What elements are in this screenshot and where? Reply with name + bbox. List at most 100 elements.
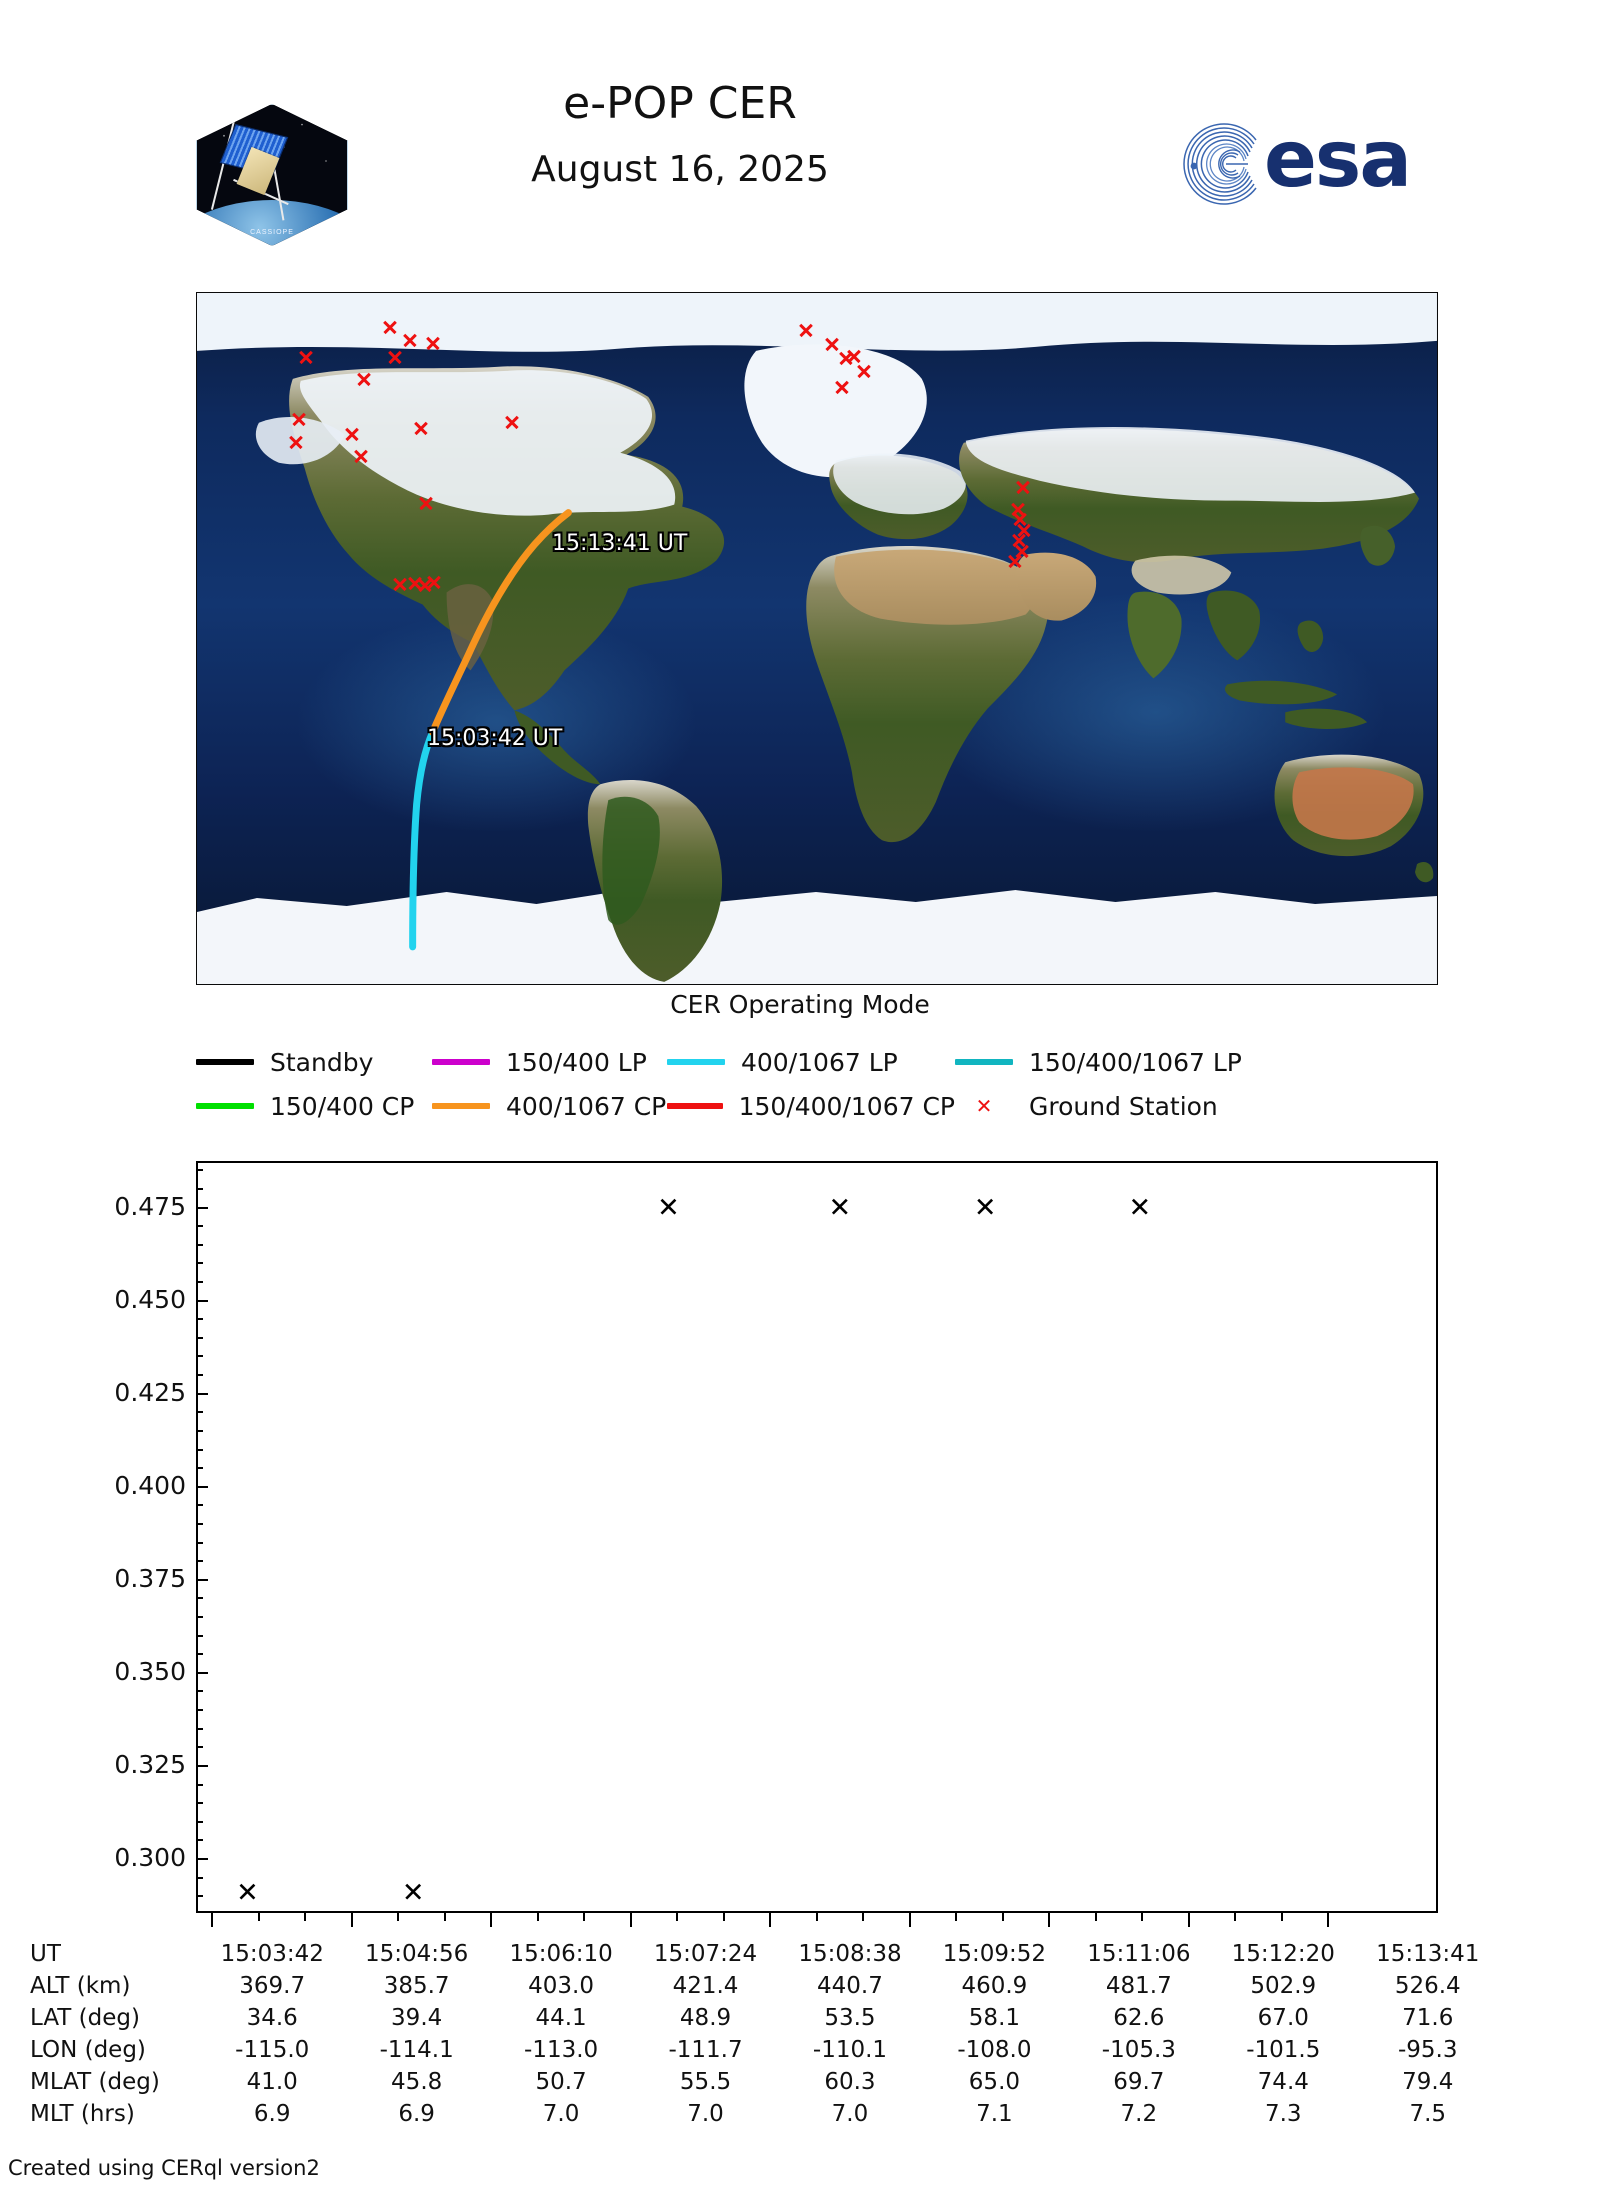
table-cell: 440.7: [817, 1973, 883, 1999]
table-row: ALT (km) 369.7 385.7 403.0 421.4 440.7 460.9 48…: [30, 1970, 1500, 2002]
table-cell: 15:04:56: [365, 1941, 469, 1967]
y-axis-minor-tick: [196, 1690, 203, 1693]
data-point-marker: ✕: [236, 1877, 259, 1909]
table-cell: 74.4: [1257, 2069, 1309, 2095]
y-axis-minor-tick: [196, 1746, 203, 1749]
table-cell: 58.1: [968, 2005, 1021, 2031]
table-cell: -110.1: [812, 2037, 888, 2063]
table-row-label: ALT (km): [30, 1973, 131, 1999]
y-axis-tick: [196, 1206, 208, 1209]
header: CASSIOPE e-POP CER August 16, 2025: [0, 0, 1600, 290]
table-cell: 15:07:24: [653, 1941, 758, 1967]
y-axis-tick-label: 0.350: [114, 1656, 186, 1686]
legend-label: 150/400/1067 CP: [738, 1091, 955, 1121]
x-axis-minor-tick: [1094, 1913, 1097, 1921]
table-cell: 460.9: [961, 1973, 1028, 1999]
legend-label: 400/1067 CP: [506, 1091, 667, 1121]
y-axis-minor-tick: [196, 1318, 203, 1321]
table-row-label: MLT (hrs): [30, 2101, 135, 2127]
table-cell: 55.5: [679, 2069, 732, 2095]
x-axis-tick: [908, 1913, 911, 1927]
data-point-marker: ✕: [828, 1192, 852, 1224]
y-axis-minor-tick: [196, 1820, 203, 1823]
y-axis-minor-tick: [196, 1169, 203, 1172]
table-cell: 502.9: [1250, 1973, 1317, 1999]
y-axis-minor-tick: [196, 1504, 203, 1507]
table-cell: 7.5: [1409, 2101, 1447, 2127]
y-axis-minor-tick: [196, 1187, 203, 1190]
cer-current-plot[interactable]: [196, 1161, 1438, 1913]
legend-item: ✕ Ground Station: [955, 1092, 1218, 1121]
table-cell: 71.6: [1402, 2005, 1454, 2031]
y-axis-minor-tick: [196, 1411, 203, 1414]
y-axis-tick: [196, 1858, 208, 1861]
y-axis-minor-tick: [196, 1522, 203, 1525]
y-axis-minor-tick: [196, 1374, 203, 1377]
y-axis-minor-tick: [196, 1355, 203, 1358]
table-cell: -114.1: [379, 2037, 454, 2063]
legend-item: 150/400 LP: [432, 1048, 667, 1077]
legend-color-swatch: [667, 1103, 723, 1109]
x-axis-minor-tick: [1280, 1913, 1283, 1921]
table-cell: 421.4: [672, 1973, 739, 1999]
x-axis-minor-tick: [955, 1913, 957, 1921]
table-cell: -111.7: [668, 2037, 743, 2063]
legend-label: 150/400/1067 LP: [1029, 1047, 1242, 1077]
y-axis-tick: [196, 1299, 208, 1302]
x-axis-minor-tick: [1001, 1913, 1004, 1921]
x-axis-minor-tick: [1234, 1913, 1236, 1921]
table-cell: 15:03:42: [220, 1941, 324, 1967]
table-cell: 48.9: [679, 2005, 732, 2031]
legend-item: 150/400/1067 CP: [667, 1092, 955, 1121]
x-axis-minor-tick: [862, 1913, 864, 1921]
y-axis-tick: [196, 1485, 208, 1488]
table-cell: -101.5: [1246, 2037, 1321, 2063]
y-axis-minor-tick: [196, 1280, 203, 1283]
cassiope-mission-logo: CASSIOPE: [196, 104, 348, 246]
y-axis-minor-tick: [196, 1243, 203, 1246]
data-point-marker: ✕: [973, 1192, 997, 1224]
page-title: e-POP CER: [563, 78, 797, 129]
x-axis-tick: [1327, 1913, 1329, 1927]
data-point-marker: ✕: [1128, 1192, 1152, 1224]
world-map-image: [197, 293, 1437, 984]
track-end-time-label: 15:13:41 UT: [552, 531, 688, 556]
table-cell: 62.6: [1113, 2005, 1165, 2031]
y-axis-tick-label: 0.475: [114, 1191, 186, 1221]
mission-logo-hexagon: CASSIOPE: [196, 104, 348, 246]
table-cell: 6.9: [398, 2101, 435, 2127]
x-axis-minor-tick: [536, 1913, 539, 1921]
table-cell: -108.0: [957, 2037, 1032, 2063]
x-axis-minor-tick: [1141, 1913, 1143, 1921]
y-axis-tick: [196, 1764, 208, 1767]
world-map-panel[interactable]: 15:13:41 UT 15:03:42 UT: [196, 292, 1438, 985]
table-cell: 15:13:41: [1376, 1941, 1480, 1967]
y-axis-minor-tick: [196, 1336, 203, 1339]
x-axis-tick: [350, 1913, 353, 1927]
x-axis-tick: [769, 1913, 771, 1927]
table-cell: 50.7: [535, 2069, 587, 2095]
table-row-label: MLAT (deg): [30, 2069, 160, 2095]
y-axis-tick-label: 0.375: [114, 1563, 186, 1593]
data-point-marker: ✕: [657, 1192, 680, 1224]
x-axis-minor-tick: [583, 1913, 585, 1921]
table-cell: 369.7: [239, 1973, 306, 1999]
y-axis-tick: [196, 1671, 208, 1674]
ground-station-legend-icon: ✕: [975, 1094, 993, 1118]
table-cell: 15:09:52: [942, 1941, 1047, 1967]
table-row: UT 15:03:42 15:04:56 15:06:10 15:07:24 15:08:…: [30, 1938, 1500, 1970]
title-block: e-POP CER August 16, 2025: [400, 82, 960, 188]
table-cell: 403.0: [528, 1973, 595, 1999]
esa-wordmark: esa: [1264, 115, 1412, 205]
table-cell: 7.3: [1264, 2101, 1302, 2127]
legend-label: 400/1067 LP: [741, 1047, 898, 1077]
y-axis-minor-tick: [196, 1448, 203, 1451]
x-axis-tick: [1048, 1913, 1050, 1927]
y-axis-minor-tick: [196, 1597, 203, 1600]
y-axis-tick-label: 0.400: [114, 1470, 186, 1500]
table-row: MLT (hrs) 6.9 6.9 7.0 7.0 7.0 7.1 7.2 7.3 7.5: [30, 2098, 1500, 2130]
table-row: LON (deg) -115.0 -114.1 -113.0 -111.7 -110.1 -…: [30, 2034, 1500, 2066]
table-cell: 60.3: [824, 2069, 876, 2095]
table-cell: -115.0: [235, 2037, 310, 2063]
y-axis-minor-tick: [196, 1634, 203, 1637]
